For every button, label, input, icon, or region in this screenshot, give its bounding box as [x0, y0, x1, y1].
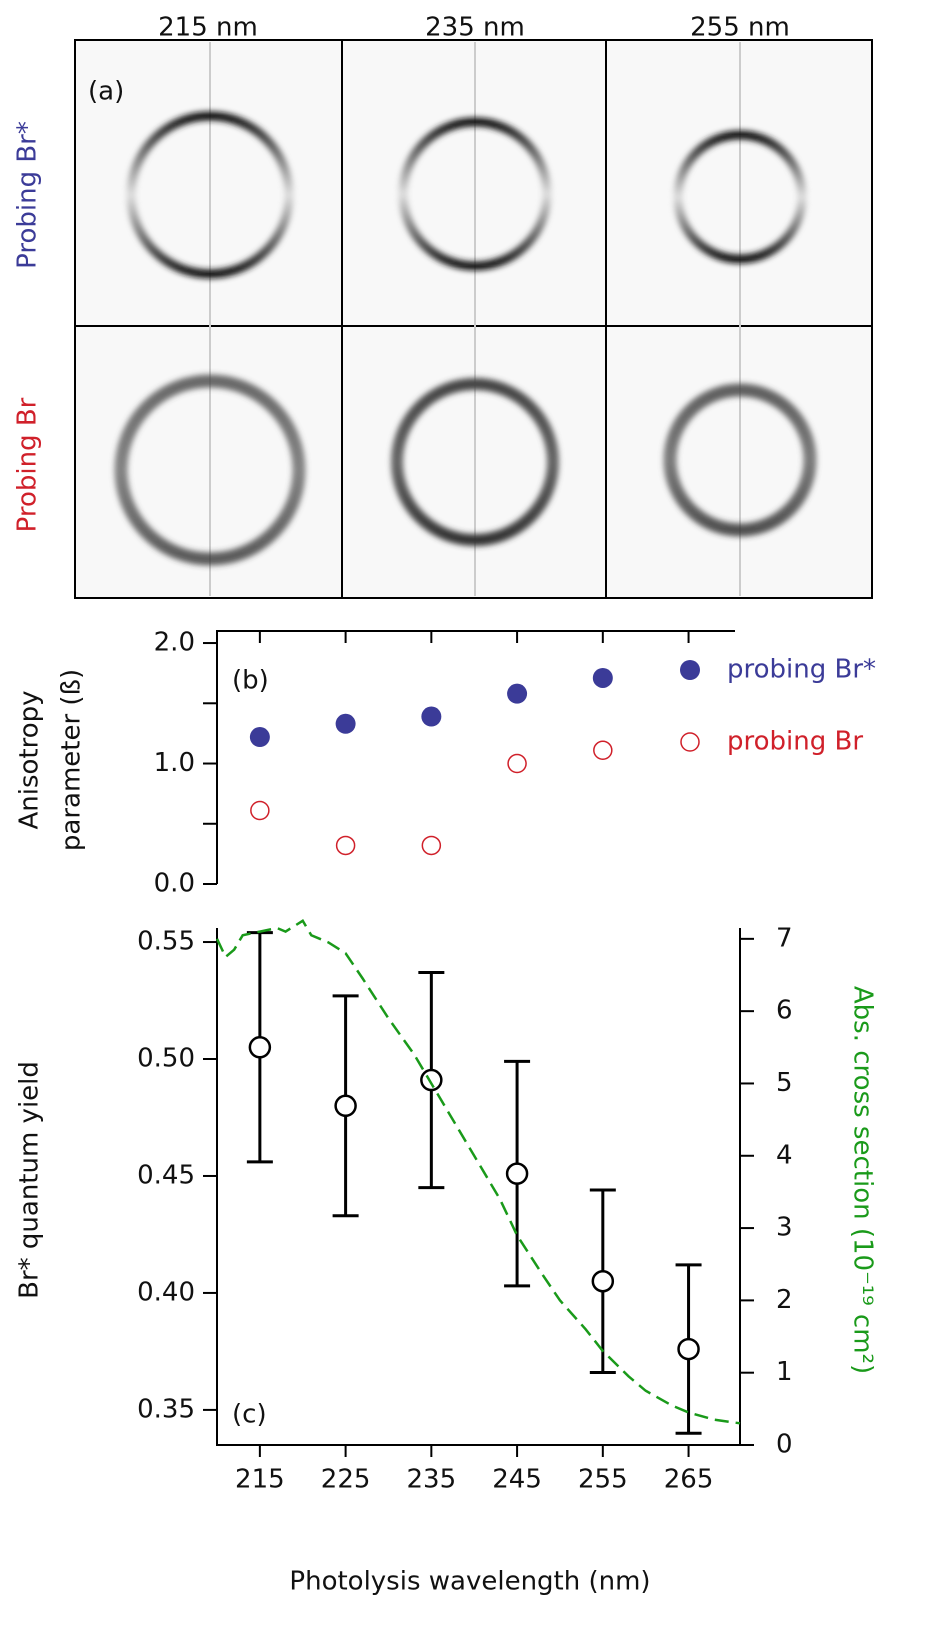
y-tick-label: 0.50 [137, 1044, 195, 1074]
y2-tick-label: 6 [776, 996, 793, 1026]
panel-label: (b) [232, 666, 269, 696]
x-tick-label: 245 [492, 1465, 542, 1495]
point [677, 1337, 700, 1361]
point [591, 1269, 615, 1293]
x-tick-label: 265 [664, 1465, 714, 1495]
y2-tick-label: 7 [776, 923, 793, 953]
x-tick-label: 215 [235, 1465, 285, 1495]
y-tick-label: 0.55 [137, 927, 195, 957]
x-tick-label: 235 [407, 1465, 457, 1495]
point [248, 1036, 272, 1059]
point [335, 835, 356, 856]
point [421, 706, 442, 727]
point [505, 1162, 529, 1185]
point [507, 753, 527, 774]
y-tick-label: 0.35 [137, 1394, 195, 1424]
y-tick-label: 1.0 [154, 748, 195, 778]
legend-marker [680, 660, 700, 680]
y-tick-label: 0.0 [154, 869, 195, 899]
y-axis-label: parameter (ß) [57, 669, 87, 851]
x-axis-label: Photolysis wavelength (nm) [289, 1567, 650, 1597]
legend-label: probing Br [727, 727, 863, 757]
point [334, 1094, 357, 1118]
row-label: Probing Br [13, 397, 43, 532]
y2-tick-label: 1 [776, 1357, 793, 1387]
point [507, 683, 528, 704]
y-tick-label: 0.45 [137, 1160, 195, 1190]
y2-tick-label: 4 [776, 1140, 793, 1170]
y-axis-label: Anisotropy [15, 690, 45, 829]
y-tick-label: 0.40 [137, 1277, 195, 1307]
panel-label: (c) [232, 1400, 267, 1430]
point [593, 740, 613, 761]
x-tick-label: 255 [578, 1465, 628, 1495]
point [592, 667, 613, 688]
y-tick-label: 2.0 [154, 628, 195, 658]
point [420, 1068, 443, 1092]
y2-tick-label: 5 [776, 1068, 793, 1098]
row-label: Probing Br* [13, 121, 43, 269]
y2-axis-label: Abs. cross section (10⁻¹⁹ cm²) [848, 986, 878, 1374]
image-grid: (a) 215 nm 235 nm 255 nm Probing Br* Pro… [13, 13, 873, 599]
column-label: 235 nm [425, 13, 525, 43]
y2-tick-label: 2 [776, 1285, 793, 1315]
point [249, 727, 270, 748]
panel-label: (a) [88, 77, 124, 107]
point [250, 800, 270, 821]
y2-tick-label: 3 [776, 1213, 793, 1243]
axis [216, 630, 735, 884]
y-axis-label: Br* quantum yield [15, 1061, 45, 1299]
axis [216, 928, 741, 1446]
legend-label: probing Br* [727, 655, 876, 685]
legend-marker [680, 732, 700, 752]
column-label: 255 nm [690, 13, 790, 43]
y2-tick-label: 0 [776, 1430, 793, 1460]
x-tick-label: 225 [321, 1465, 371, 1495]
column-label: 215 nm [158, 13, 258, 43]
point [335, 713, 356, 734]
curve [215, 919, 741, 1425]
point [421, 835, 442, 856]
rings [114, 111, 817, 566]
